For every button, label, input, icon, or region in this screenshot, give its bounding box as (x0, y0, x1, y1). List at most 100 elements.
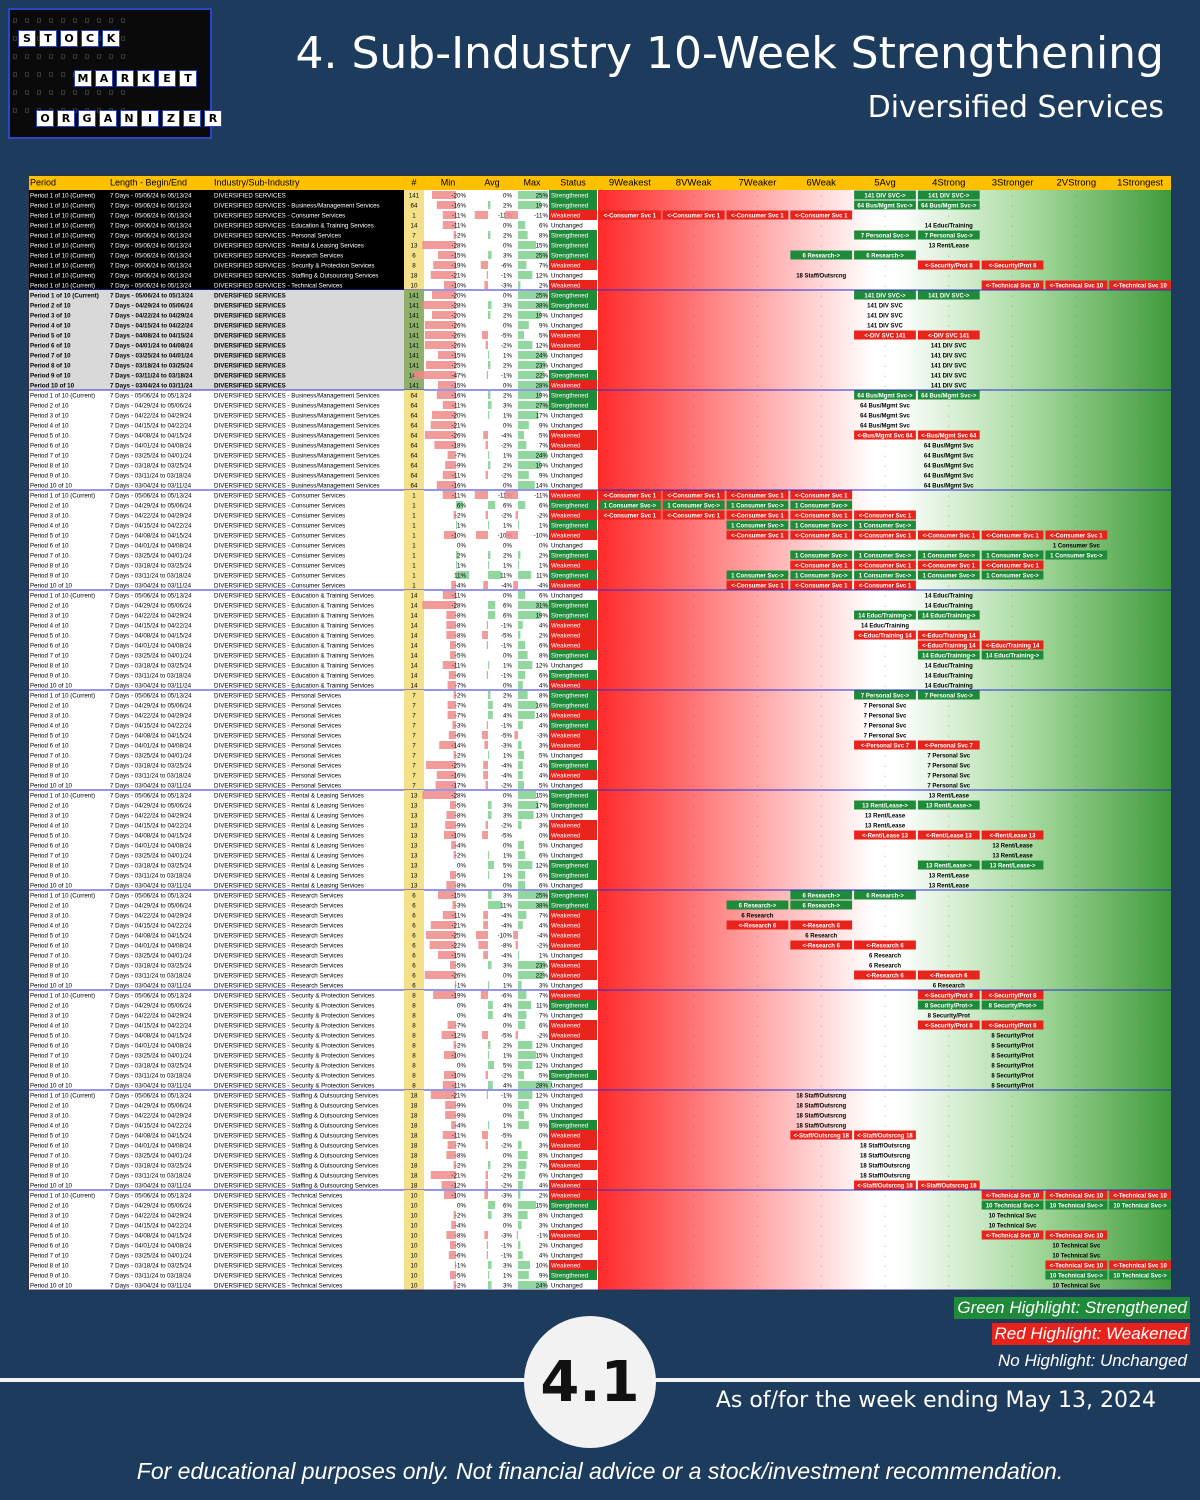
logo-letter: S (18, 30, 36, 47)
row-min: -20% (452, 313, 467, 320)
row-period: Period 8 of 10 (30, 763, 69, 770)
row-count-bg (404, 240, 424, 250)
row-length: 7 Days - 04/15/24 to 04/22/24 (110, 823, 192, 830)
row-count-bg (404, 1230, 424, 1240)
row-status: Unchanged (551, 753, 583, 760)
rank-empty: . (629, 302, 631, 309)
row-min: -10% (452, 283, 467, 290)
row-count-bg (404, 670, 424, 680)
rank-mark-bg (981, 560, 1044, 570)
rank-empty: . (629, 1112, 631, 1119)
rank-empty: . (1139, 232, 1141, 239)
min-bar (432, 311, 456, 319)
rank-empty: . (629, 882, 631, 889)
min-bar (434, 441, 456, 449)
max-bar (518, 1001, 532, 1009)
rank-mark: <-Consumer Svc 1 (795, 514, 848, 520)
rank-empty: . (629, 962, 631, 969)
rank-mark: 64 Bus/Mgmt Svc (924, 484, 974, 490)
rank-empty: . (884, 222, 886, 229)
rank-empty: . (693, 482, 695, 489)
rank-empty: . (948, 1272, 950, 1279)
rank-empty: . (693, 522, 695, 529)
rank-empty: . (884, 502, 886, 509)
row-industry: DIVERSIFIED SERVICES - Security & Protec… (214, 263, 374, 270)
row-count-bg (404, 490, 424, 500)
rank-empty: . (1139, 1242, 1141, 1249)
row-period: Period 4 of 10 (30, 1123, 69, 1130)
rank-empty: . (1139, 732, 1141, 739)
rank-mark-bg (726, 500, 789, 510)
row-status: Weakened (551, 1193, 581, 1200)
rank-empty: . (884, 1002, 886, 1009)
rank-empty: . (1075, 692, 1077, 699)
row-length: 7 Days - 03/25/24 to 04/01/24 (110, 553, 192, 560)
rank-empty: . (629, 372, 631, 379)
row-min: -21% (452, 923, 467, 930)
row-max: 11% (536, 1003, 548, 1010)
row-status: Unchanged (551, 1113, 583, 1120)
row-count: 10 (411, 1253, 418, 1260)
row-avg: -3% (501, 283, 513, 290)
row-max: 6% (539, 503, 548, 510)
rank-empty: . (820, 842, 822, 849)
max-bar (518, 801, 539, 809)
rank-empty: . (756, 852, 758, 859)
rank-empty: . (1012, 292, 1014, 299)
column-header: Length - Begin/End (110, 178, 187, 188)
min-bar (442, 911, 456, 919)
rank-empty: . (1075, 822, 1077, 829)
row-industry: DIVERSIFIED SERVICES - Business/Manageme… (214, 473, 380, 480)
rank-empty: . (1139, 362, 1141, 369)
row-count: 64 (411, 393, 418, 400)
rank-empty: . (1139, 862, 1141, 869)
row-length: 7 Days - 04/01/24 to 04/08/24 (110, 1043, 192, 1050)
row-period: Period 8 of 10 (30, 463, 69, 470)
rank-empty: . (1012, 302, 1014, 309)
rank-empty: . (756, 282, 758, 289)
row-status: Unchanged (551, 1173, 583, 1180)
rank-empty: . (629, 1102, 631, 1109)
avg-bar (485, 341, 488, 349)
rank-empty: . (756, 802, 758, 809)
status-bg (549, 370, 597, 380)
rank-empty: . (1139, 482, 1141, 489)
rank-mark: 6 Research (869, 964, 901, 970)
rank-empty: . (1139, 352, 1141, 359)
row-max: 19% (536, 393, 549, 400)
rank-mark-bg (917, 330, 980, 340)
row-avg: 1% (503, 753, 512, 760)
row-count: 64 (411, 403, 418, 410)
rank-mark: 18 Staff/Outsrcng (796, 1114, 846, 1120)
rank-mark: 7 Personal Svc (927, 784, 970, 790)
rank-empty: . (884, 1012, 886, 1019)
row-period: Period 10 of 10 (30, 1083, 73, 1090)
rank-mark-bg (854, 190, 916, 200)
max-bar (518, 221, 526, 229)
rank-mark: 7 Personal Svc-> (925, 694, 974, 700)
rank-empty: . (693, 342, 695, 349)
row-avg: 0% (503, 593, 512, 600)
row-industry: DIVERSIFIED SERVICES - Staffing & Outsou… (214, 273, 379, 280)
rank-empty: . (1139, 792, 1141, 799)
rank-gradient-bg (598, 190, 1172, 1290)
rank-empty: . (820, 1192, 822, 1199)
row-status: Unchanged (551, 313, 583, 320)
rank-mark-bg (790, 890, 853, 900)
row-status: Unchanged (551, 1103, 583, 1110)
rank-mark-bg (790, 490, 853, 500)
rank-empty: . (756, 242, 758, 249)
rank-empty: . (1139, 462, 1141, 469)
row-label-bg (28, 280, 404, 290)
rank-empty: . (693, 942, 695, 949)
rank-mark: 1 Consumer Svc-> (795, 504, 848, 510)
max-bar (514, 731, 518, 739)
status-bg (549, 760, 597, 770)
row-min: -47% (452, 373, 467, 380)
rank-empty: . (629, 862, 631, 869)
status-bg (549, 870, 597, 880)
rank-empty: . (1139, 532, 1141, 539)
row-max: 2% (539, 1243, 548, 1250)
avg-bar (488, 611, 496, 619)
row-min: 0% (457, 1003, 466, 1010)
